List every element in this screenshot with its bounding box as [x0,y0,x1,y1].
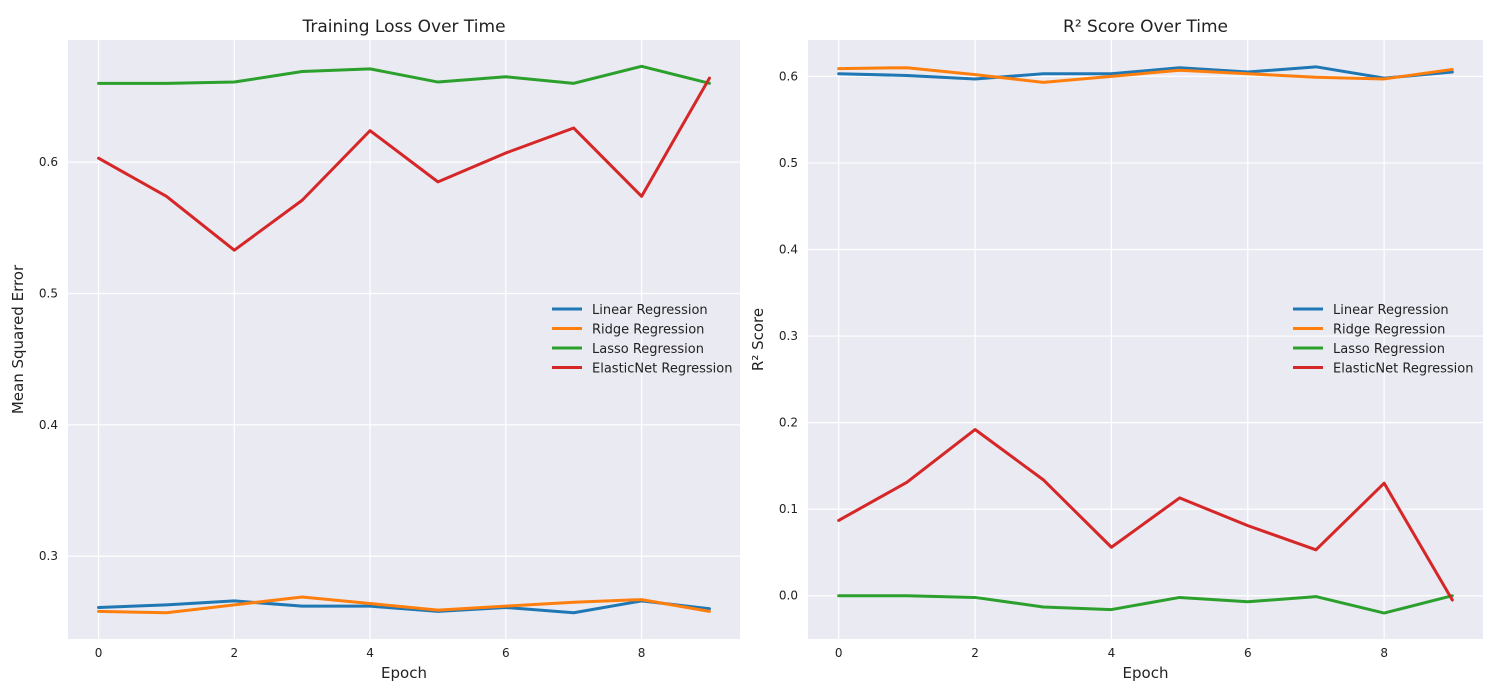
y-axis-label: Mean Squared Error [9,264,27,414]
series-line-ridge-regression [837,66,1454,84]
y-tick-label: 0.5 [779,156,798,170]
x-tick-label: 2 [971,646,979,660]
y-axis-label: R² Score [749,308,767,371]
series-line-lasso-regression [837,594,1454,615]
loss-chart: 0 2 4 6 8 0.3 0.4 0.5 0.6 Training Loss Over Time… [9,17,740,682]
chart-title: R² Score Over Time [1063,17,1228,37]
y-tick-label: 0.0 [779,589,798,603]
x-tick-label: 0 [95,646,103,660]
legend: Linear Regression Ridge Regression Lasso R… [552,303,732,377]
x-tick-label: 8 [638,646,646,660]
y-tick-label: 0.1 [779,502,798,516]
y-tick-label: 0.6 [39,155,58,169]
series-line-lasso-regression [97,64,711,85]
x-axis-label: Epoch [381,664,427,682]
series-line-ridge-regression [97,595,711,615]
y-tick-label: 0.3 [779,329,798,343]
x-tick-label: 2 [230,646,238,660]
y-tick-label: 0.5 [39,287,58,301]
legend-label: Lasso Regression [1333,342,1445,357]
plot-area [68,40,740,639]
legend-label: Lasso Regression [592,342,704,357]
r2-chart: 0 2 4 6 8 0.0 0.1 0.2 0.3 0.4 0.5 0.6 R² Score Over … [749,17,1483,682]
y-tick-label: 0.6 [779,69,798,83]
x-axis-label: Epoch [1123,664,1169,682]
chart-title: Training Loss Over Time [301,17,505,37]
series-line-linear-regression [837,65,1454,81]
legend: Linear Regression Ridge Regression Lasso R… [1293,303,1473,377]
x-tick-label: 8 [1380,646,1388,660]
x-tick-label: 0 [835,646,843,660]
legend-label: ElasticNet Regression [1333,362,1473,377]
x-tick-label: 4 [366,646,374,660]
series-line-linear-regression [97,599,711,615]
y-tick-label: 0.4 [779,242,798,256]
x-tick-label: 6 [1244,646,1252,660]
series-line-elasticnet-regression [837,428,1454,602]
x-tick-label: 4 [1108,646,1116,660]
y-tick-label: 0.4 [39,418,58,432]
legend-label: Linear Regression [592,303,708,318]
plot-area [808,40,1483,639]
legend-label: Ridge Regression [1333,323,1445,338]
series-line-elasticnet-regression [97,76,711,252]
x-tick-label: 6 [502,646,510,660]
legend-label: Ridge Regression [592,323,704,338]
legend-label: Linear Regression [1333,303,1449,318]
y-tick-label: 0.3 [39,549,58,563]
legend-label: ElasticNet Regression [592,362,732,377]
y-tick-label: 0.2 [779,416,798,430]
